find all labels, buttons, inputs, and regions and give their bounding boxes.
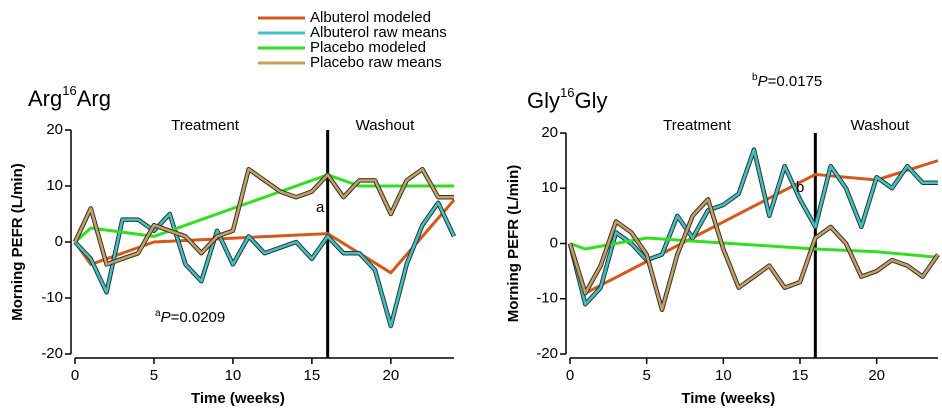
chart-title: Gly16Gly	[527, 85, 607, 112]
x-tick-label: 15	[792, 367, 809, 384]
x-tick-label: 5	[642, 367, 650, 384]
series-line	[568, 148, 938, 306]
x-tick-label: 15	[304, 367, 321, 384]
p-italic: P	[161, 309, 171, 326]
title-part: Arg	[28, 86, 62, 111]
p-sup: a	[155, 308, 161, 319]
legend-label: Albuterol modeled	[310, 9, 431, 26]
p-value: bP=0.0175	[752, 72, 822, 90]
p-italic: P	[758, 73, 768, 90]
marker-label: b	[796, 179, 804, 196]
phase-label: Treatment	[171, 117, 240, 134]
y-tick-label: 10	[46, 177, 63, 194]
phase-label: Washout	[851, 117, 910, 134]
x-axis-label: Time (weeks)	[191, 390, 285, 407]
series-line	[74, 201, 456, 328]
p-sup: b	[752, 72, 758, 83]
y-tick-label: -10	[41, 289, 63, 306]
title-part: 16	[62, 83, 76, 98]
phase-label: Washout	[356, 117, 415, 134]
series-line	[569, 236, 939, 259]
p-value: aP=0.0209	[155, 308, 225, 326]
y-tick-label: 20	[46, 121, 63, 138]
series-line	[74, 173, 454, 244]
y-tick-label: 10	[541, 179, 558, 196]
marker-label: a	[316, 199, 325, 216]
chart-title: Arg16Arg	[28, 83, 111, 110]
title-part: Arg	[77, 86, 111, 111]
title-part: Gly	[574, 88, 607, 113]
x-tick-label: 0	[566, 367, 574, 384]
x-tick-label: 0	[71, 367, 79, 384]
y-tick-label: -20	[41, 345, 63, 362]
title-part: Gly	[527, 88, 560, 113]
series-outline	[567, 197, 940, 313]
y-axis-label: Morning PEFR (L/min)	[9, 163, 26, 320]
legend-label: Placebo modeled	[310, 39, 426, 56]
title-part: 16	[560, 85, 574, 100]
y-tick-label: 0	[55, 233, 63, 250]
x-tick-label: 5	[150, 367, 158, 384]
y-tick-label: 20	[541, 124, 558, 141]
p-rest: =0.0175	[768, 73, 823, 90]
y-tick-label: 0	[550, 234, 558, 251]
x-tick-label: 10	[715, 367, 732, 384]
series-line	[568, 198, 940, 312]
legend-label: Albuterol raw means	[310, 24, 447, 41]
phase-label: Treatment	[663, 117, 732, 134]
y-tick-label: -10	[536, 290, 558, 307]
series-line	[73, 199, 456, 275]
x-tick-label: 20	[382, 367, 399, 384]
y-tick-label: -20	[536, 345, 558, 362]
x-tick-label: 20	[868, 367, 885, 384]
x-tick-label: 10	[225, 367, 242, 384]
y-axis-label: Morning PEFR (L/min)	[505, 165, 522, 322]
p-rest: =0.0209	[171, 309, 226, 326]
series-line	[73, 167, 454, 266]
legend-label: Placebo raw means	[310, 54, 442, 71]
x-axis-label: Time (weeks)	[681, 390, 775, 407]
